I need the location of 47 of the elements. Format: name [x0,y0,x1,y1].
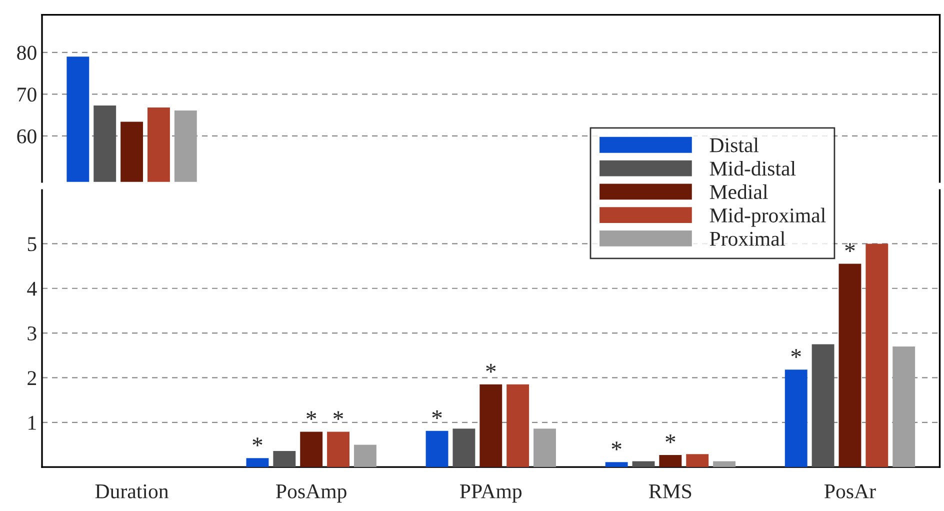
x-tick-label: PosAr [824,484,876,498]
x-tick-label: RMS [649,484,692,498]
legend-label: Proximal [710,231,786,246]
bar [506,384,530,468]
bar [300,432,323,468]
bar [273,450,296,468]
bar [605,462,628,468]
data-label: * [666,434,676,444]
data-label: * [334,411,344,420]
x-tick-label: PPAmp [460,484,522,503]
bar [452,428,476,468]
bar [838,264,862,468]
data-label: * [791,349,801,358]
legend-label: Mid-proximal [710,208,826,227]
y-tick-label: 2 [28,371,36,385]
legend-label: Mid-distal [710,161,796,176]
bar [354,444,376,468]
x-tick-label: Duration [95,484,168,498]
y-tick-label: 5 [28,237,36,252]
data-label: * [845,243,855,252]
bar [784,370,808,468]
data-label: * [306,411,316,420]
bar [892,346,916,468]
y-tick-label: 1 [28,416,36,430]
y-tick-label: 80 [17,46,36,60]
bar [686,454,709,468]
data-label: * [252,438,262,446]
bar [534,428,556,468]
bar [426,430,448,468]
bar [632,461,655,468]
x-tick-label: PosAmp [276,484,346,503]
y-tick-label: 70 [18,88,36,102]
legend-label: Distal [710,138,759,152]
bar [866,244,888,468]
data-label: * [612,442,622,450]
bar [812,344,834,468]
bar [246,458,269,468]
bar [480,384,502,468]
y-tick-label: 3 [28,326,36,340]
bar [713,461,736,468]
y-tick-label: 60 [17,129,36,144]
y-tick-label: 4 [27,282,37,296]
bar [327,432,350,468]
data-label: * [486,364,496,373]
legend-label: Medial [710,184,768,200]
data-label: * [432,410,442,420]
bar [659,454,682,468]
